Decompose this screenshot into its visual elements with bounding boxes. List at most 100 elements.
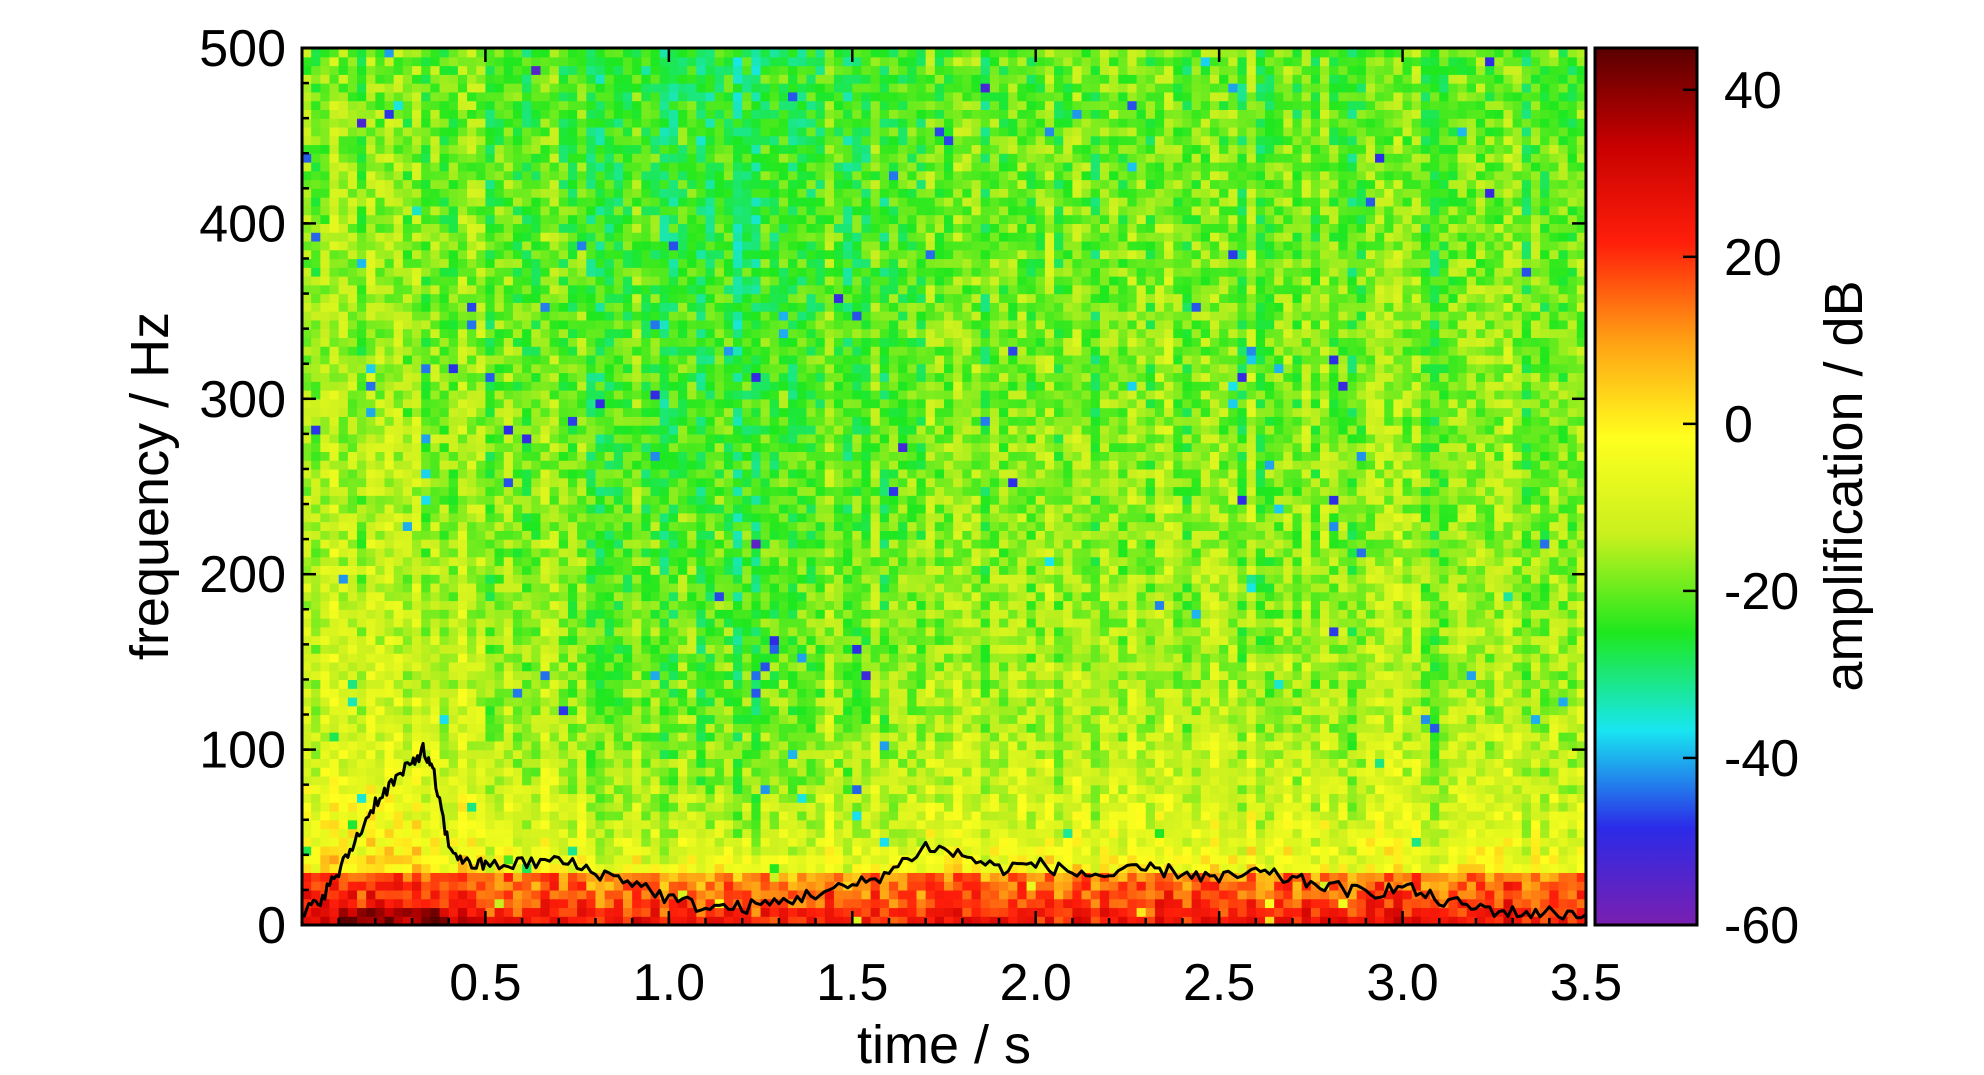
heatmap-cell <box>623 802 633 812</box>
heatmap-cell <box>705 793 716 803</box>
heatmap-cell <box>567 381 578 391</box>
heatmap-cell <box>439 276 450 286</box>
heatmap-cell <box>650 214 661 224</box>
heatmap-cell <box>604 679 615 689</box>
heatmap-cell <box>393 433 404 444</box>
heatmap-cell <box>687 670 697 681</box>
heatmap-cell <box>412 109 422 119</box>
heatmap-cell <box>366 477 376 488</box>
heatmap-cell <box>586 319 597 330</box>
heatmap-cell <box>430 162 441 172</box>
heatmap-cell <box>402 854 413 865</box>
heatmap-cell <box>742 144 752 154</box>
heatmap-cell <box>659 688 670 698</box>
heatmap-cell <box>439 653 450 663</box>
heatmap-cell <box>723 600 734 610</box>
heatmap-cell <box>742 460 752 470</box>
heatmap-cell <box>723 714 734 724</box>
heatmap-cell <box>733 205 743 216</box>
heatmap-cell <box>421 828 431 838</box>
heatmap-cell <box>439 451 450 461</box>
heatmap-cell <box>494 284 505 295</box>
heatmap-cell <box>494 249 505 260</box>
heatmap-cell <box>632 626 642 637</box>
heatmap-cell <box>329 907 340 917</box>
heatmap-cell <box>595 162 606 172</box>
heatmap-cell <box>613 679 624 689</box>
heatmap-cell <box>302 232 312 242</box>
heatmap-cell <box>375 749 386 759</box>
heatmap-cell <box>668 688 679 698</box>
heatmap-cell <box>494 311 505 321</box>
heatmap-cell <box>448 504 459 514</box>
heatmap-cell <box>311 793 321 803</box>
heatmap-cell <box>549 302 560 312</box>
heatmap-cell <box>623 425 633 435</box>
heatmap-cell <box>393 258 404 268</box>
heatmap-cell <box>567 819 578 830</box>
heatmap-cell <box>366 521 376 531</box>
heatmap-cell <box>659 547 670 558</box>
heatmap-cell <box>577 416 587 426</box>
heatmap-cell <box>320 372 331 382</box>
heatmap-cell <box>632 574 642 584</box>
heatmap-cell <box>430 91 441 102</box>
heatmap-cell <box>696 346 707 356</box>
heatmap-cell <box>412 653 422 663</box>
heatmap-cell <box>512 688 523 698</box>
heatmap-cell <box>457 337 468 347</box>
heatmap-cell <box>659 609 670 619</box>
heatmap-cell <box>586 398 597 409</box>
heatmap-cell <box>604 65 615 75</box>
heatmap-cell <box>366 442 376 453</box>
heatmap-cell <box>347 863 358 873</box>
heatmap-cell <box>457 74 468 84</box>
heatmap-cell <box>714 91 725 102</box>
heatmap-cell <box>522 635 532 645</box>
heatmap-cell <box>457 284 468 295</box>
heatmap-cell <box>558 705 569 716</box>
heatmap-cell <box>678 477 688 488</box>
heatmap-cell <box>733 907 743 917</box>
heatmap-cell <box>549 126 560 137</box>
heatmap-cell <box>540 618 551 628</box>
heatmap-cell <box>375 276 386 286</box>
heatmap-cell <box>641 258 652 268</box>
heatmap-cell <box>338 802 349 812</box>
heatmap-cell <box>733 240 743 251</box>
heatmap-cell <box>613 609 624 619</box>
heatmap-cell <box>402 688 413 698</box>
heatmap-cell <box>586 354 597 365</box>
heatmap-cell <box>329 162 340 172</box>
heatmap-cell <box>623 468 633 479</box>
heatmap-cell <box>668 48 679 58</box>
heatmap-cell <box>366 381 376 391</box>
heatmap-cell <box>476 83 487 93</box>
heatmap-cell <box>448 512 459 523</box>
heatmap-cell <box>558 626 569 637</box>
heatmap-cell <box>320 433 331 444</box>
heatmap-cell <box>623 442 633 453</box>
heatmap-cell <box>705 600 716 610</box>
heatmap-cell <box>650 784 661 795</box>
heatmap-cell <box>494 626 505 637</box>
heatmap-cell <box>338 679 349 689</box>
heatmap-cell <box>311 425 321 435</box>
heatmap-cell <box>577 346 587 356</box>
heatmap-cell <box>641 381 652 391</box>
heatmap-cell <box>476 311 487 321</box>
heatmap-cell <box>623 48 633 58</box>
heatmap-cell <box>531 679 542 689</box>
heatmap-cell <box>577 188 587 198</box>
heatmap-cell <box>467 451 477 461</box>
heatmap-cell <box>549 284 560 295</box>
heatmap-cell <box>577 688 587 698</box>
heatmap-cell <box>430 810 441 821</box>
heatmap-cell <box>439 135 450 146</box>
heatmap-cell <box>705 916 716 925</box>
heatmap-cell <box>723 837 734 847</box>
heatmap-cell <box>705 477 716 488</box>
heatmap-cell <box>687 65 697 75</box>
heatmap-cell <box>485 284 496 295</box>
heatmap-cell <box>623 284 633 295</box>
